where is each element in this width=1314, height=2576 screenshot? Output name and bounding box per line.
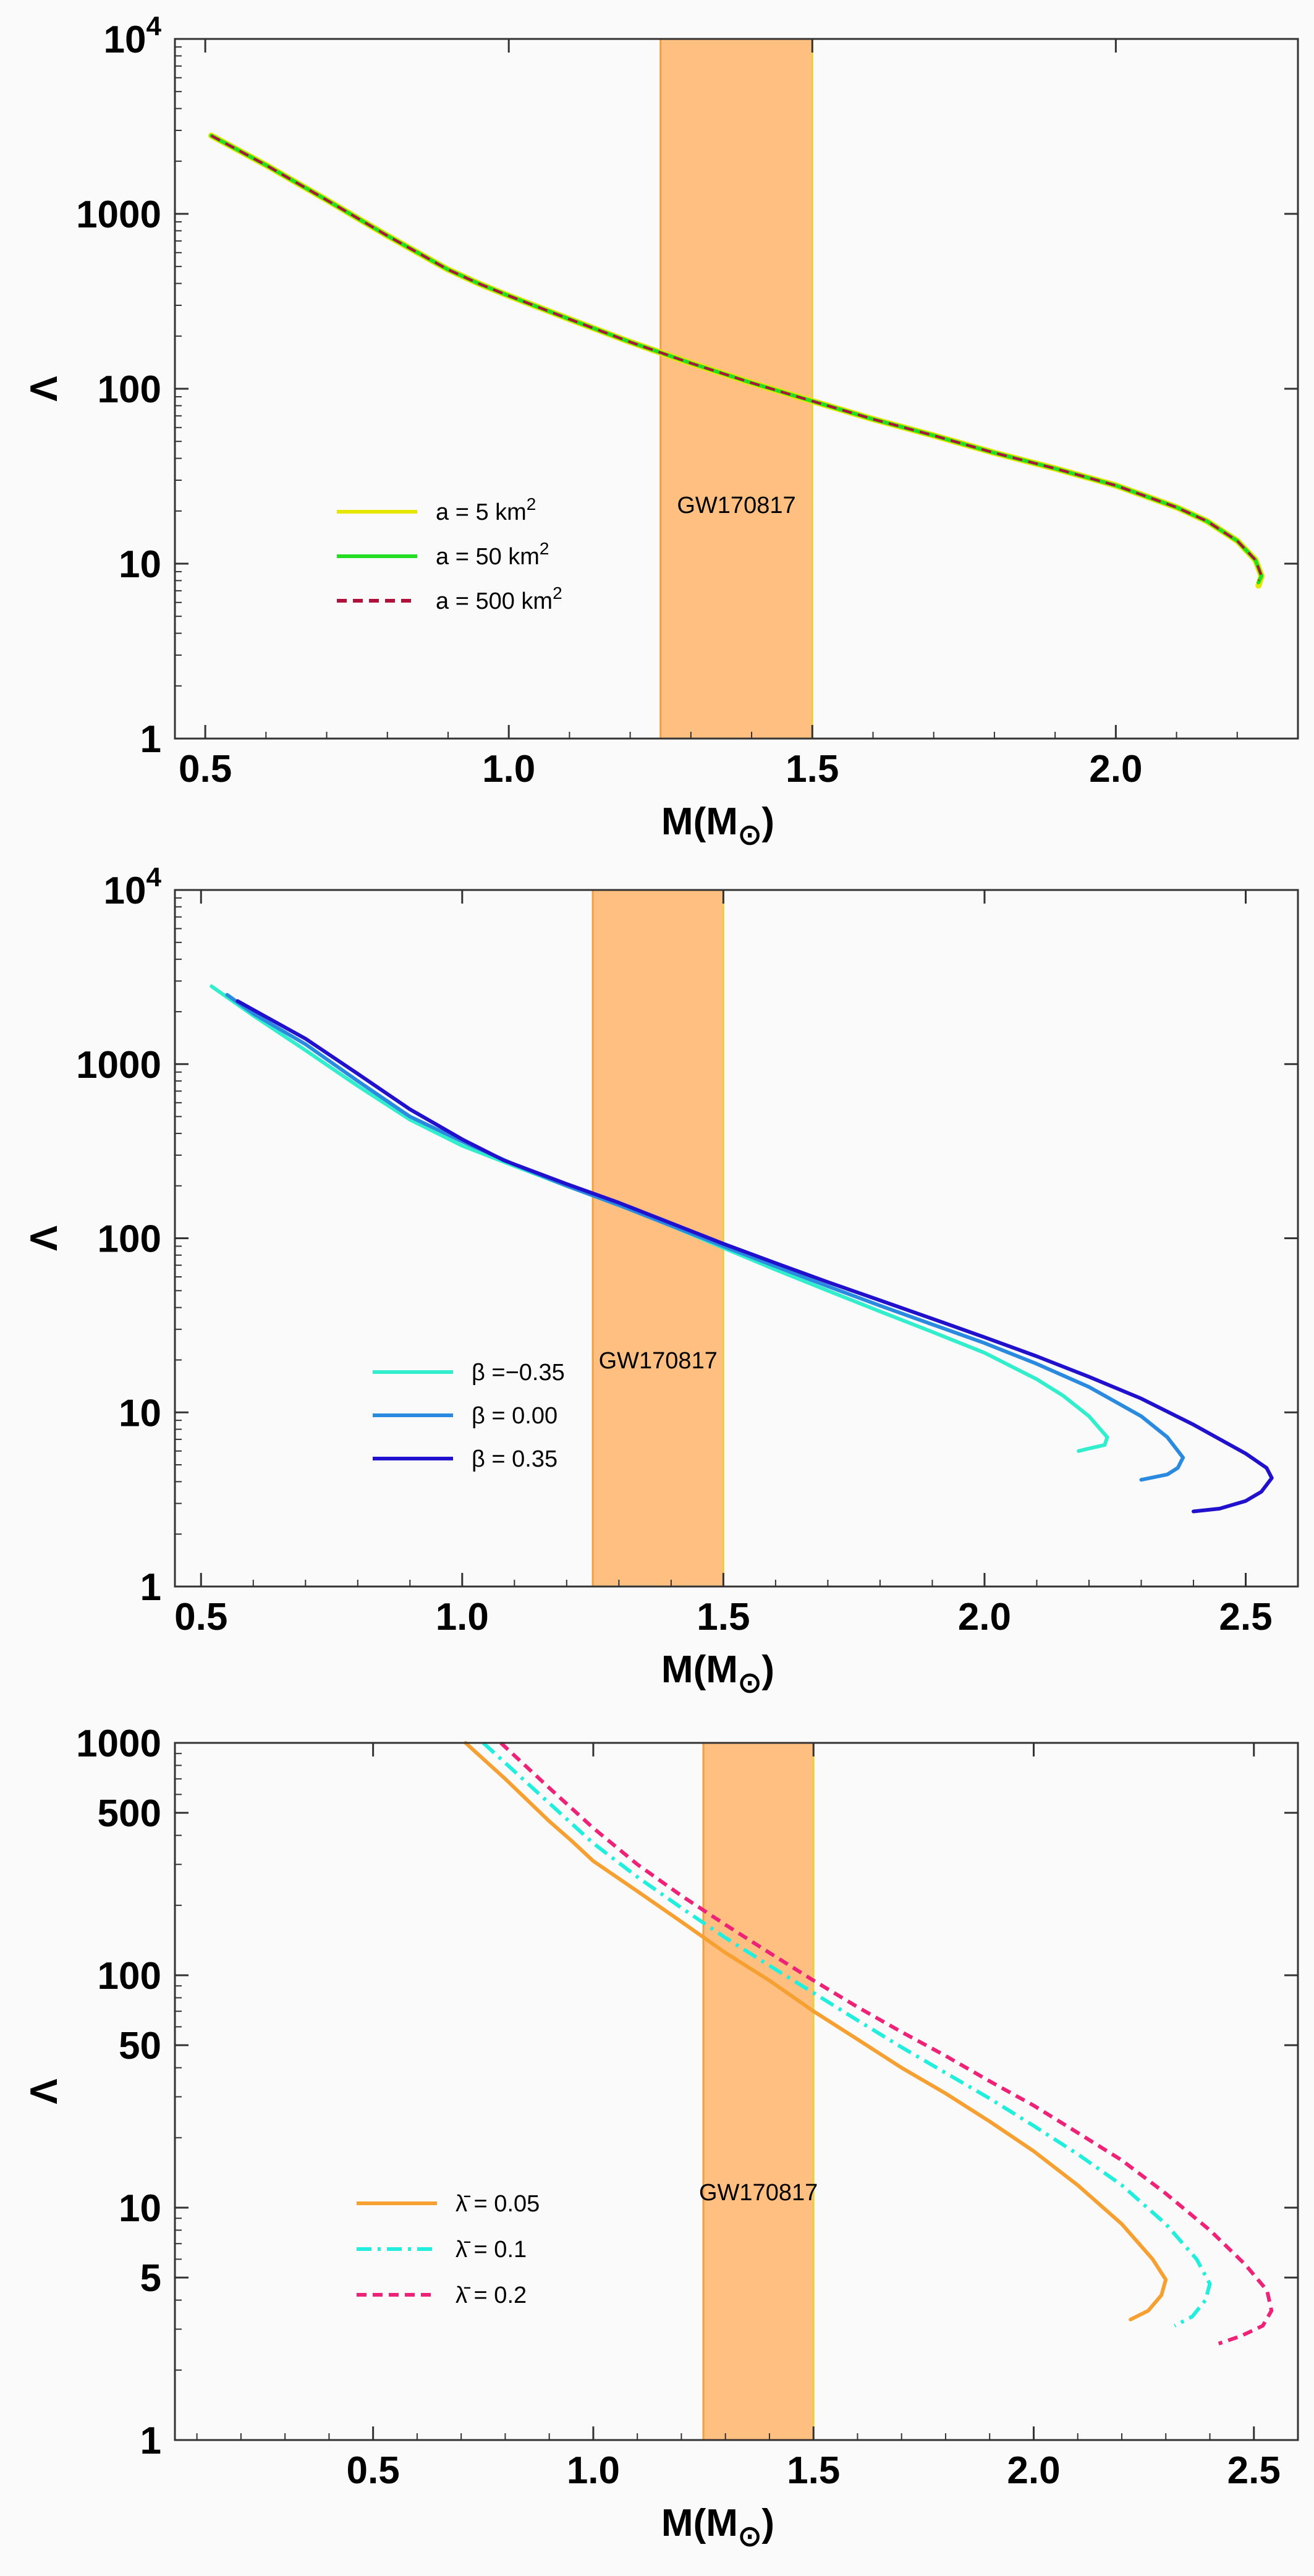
legend-label: λ̄ = 0.05 xyxy=(456,2191,540,2217)
x-axis-title: M(M⊙) xyxy=(661,1648,774,1698)
x-axis-title-sub: ⊙ xyxy=(738,818,762,850)
y-tick-label: 10 xyxy=(119,2187,161,2230)
legend: a = 5 km2 a = 50 km2 a = 500 km2 xyxy=(337,494,562,614)
legend-label: λ̄ = 0.1 xyxy=(456,2237,527,2263)
x-tick-label: 1.5 xyxy=(786,748,839,790)
y-tick-label: 1 xyxy=(140,2420,161,2462)
y-axis-title: Λ xyxy=(23,2078,66,2104)
legend-label-exponent: 2 xyxy=(527,494,536,514)
plot-area xyxy=(175,890,1298,1587)
legend: β =−0.35 β = 0.00 β = 0.35 xyxy=(373,1360,565,1472)
gw170817-band xyxy=(703,1743,814,2440)
legend-label: a = 500 km2 xyxy=(436,583,562,614)
x-axis-title-sub: ⊙ xyxy=(738,2520,762,2552)
series-line-3 xyxy=(235,999,1274,1514)
plot-frame xyxy=(174,1742,1299,2441)
series-line-3 xyxy=(210,134,1263,582)
series-line-2 xyxy=(225,993,1185,1482)
legend: λ̄ = 0.05 λ̄ = 0.1 λ̄ = 0.2 xyxy=(357,2191,540,2308)
y-tick-label: 100 xyxy=(98,1218,161,1261)
y-tick-label: 1000 xyxy=(76,1044,161,1087)
x-axis-title: M(M⊙) xyxy=(661,800,774,850)
x-tick-label: 1.0 xyxy=(567,2449,620,2492)
y-tick-label: 5 xyxy=(140,2257,161,2300)
legend-label-exponent: 2 xyxy=(553,583,562,603)
x-tick-label: 0.5 xyxy=(174,1596,227,1638)
band-label: GW170817 xyxy=(699,2180,818,2206)
x-tick-label: 1.0 xyxy=(436,1596,489,1638)
y-tick-label: 1000 xyxy=(76,1722,161,1765)
x-tick-label: 2.5 xyxy=(1219,1596,1272,1638)
series-line-3 xyxy=(499,1741,1274,2345)
y-tick-label: 1 xyxy=(140,1566,161,1609)
legend-label: a = 5 km2 xyxy=(436,494,536,525)
band-label: GW170817 xyxy=(677,493,795,519)
x-tick-label: 2.0 xyxy=(1089,748,1142,790)
y-tick-exponent: 4 xyxy=(146,11,162,41)
y-tick-label: 10 xyxy=(119,1392,161,1434)
y-tick-label: 50 xyxy=(119,2025,161,2067)
x-axis-title-close: ) xyxy=(761,2502,774,2544)
legend-label: β = 0.35 xyxy=(472,1446,557,1472)
y-axis-title: Λ xyxy=(23,1226,66,1251)
y-tick-label: 1 xyxy=(140,718,161,761)
series-line-1 xyxy=(464,1741,1168,2321)
x-axis-title-sub: ⊙ xyxy=(738,1666,762,1698)
x-tick-label: 2.0 xyxy=(1007,2449,1060,2492)
y-tick-label: 100 xyxy=(98,1955,161,1998)
legend-label: β =−0.35 xyxy=(472,1360,565,1386)
y-tick-label: 100 xyxy=(98,368,161,411)
x-tick-label: 1.5 xyxy=(787,2449,840,2492)
x-tick-label: 2.0 xyxy=(958,1596,1011,1638)
x-axis-title-close: ) xyxy=(761,1648,774,1691)
legend-label: λ̄ = 0.2 xyxy=(456,2282,527,2308)
x-tick-label: 0.5 xyxy=(347,2449,400,2492)
x-tick-label: 1.0 xyxy=(482,748,535,790)
y-tick-label: 500 xyxy=(98,1792,161,1835)
x-tick-label: 0.5 xyxy=(179,748,232,790)
x-tick-label: 1.5 xyxy=(697,1596,750,1638)
y-tick-exponent: 4 xyxy=(146,862,162,892)
band-label: GW170817 xyxy=(599,1348,718,1374)
gw170817-band xyxy=(660,39,813,739)
legend-label-exponent: 2 xyxy=(540,539,549,558)
legend-label: a = 50 km2 xyxy=(436,539,549,570)
series-line-1 xyxy=(210,984,1109,1453)
x-tick-label: 2.5 xyxy=(1227,2449,1281,2492)
y-axis-title: Λ xyxy=(23,376,66,401)
y-tick-label: 10 xyxy=(119,543,161,586)
y-tick-label: 1000 xyxy=(76,193,161,236)
x-axis-title-close: ) xyxy=(761,800,774,843)
legend-label: β = 0.00 xyxy=(472,1403,557,1429)
